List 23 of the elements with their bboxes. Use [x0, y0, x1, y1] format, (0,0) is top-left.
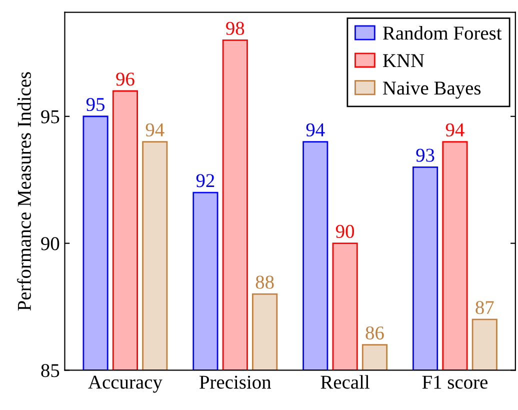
data-label: 87	[476, 301, 494, 314]
x-tick-label: Recall	[320, 375, 370, 389]
data-label: 88	[256, 276, 274, 289]
x-tick-label: F1 score	[422, 376, 488, 389]
x-tick-label: Accuracy	[88, 376, 162, 393]
data-label: 86	[366, 326, 384, 340]
y-axis-title: Performance Measures Indices	[17, 72, 31, 311]
legend-label: KNN	[382, 54, 424, 67]
y-tick-label: 95	[41, 110, 60, 124]
data-label: 90	[336, 224, 354, 238]
data-label: 94	[306, 123, 325, 136]
data-label: 94	[146, 123, 164, 136]
legend-label: Random Forest	[382, 26, 502, 40]
data-label: 93	[416, 148, 434, 162]
data-label: 98	[226, 22, 244, 35]
data-label: 96	[116, 72, 134, 86]
data-label: 94	[446, 123, 464, 136]
x-tick-label: Precision	[199, 376, 272, 389]
y-tick-label: 90	[41, 237, 60, 250]
y-tick-label: 85	[41, 364, 60, 378]
data-label: 92	[196, 174, 214, 188]
legend-label: Naive Bayes	[382, 82, 481, 99]
data-label: 95	[86, 98, 104, 112]
